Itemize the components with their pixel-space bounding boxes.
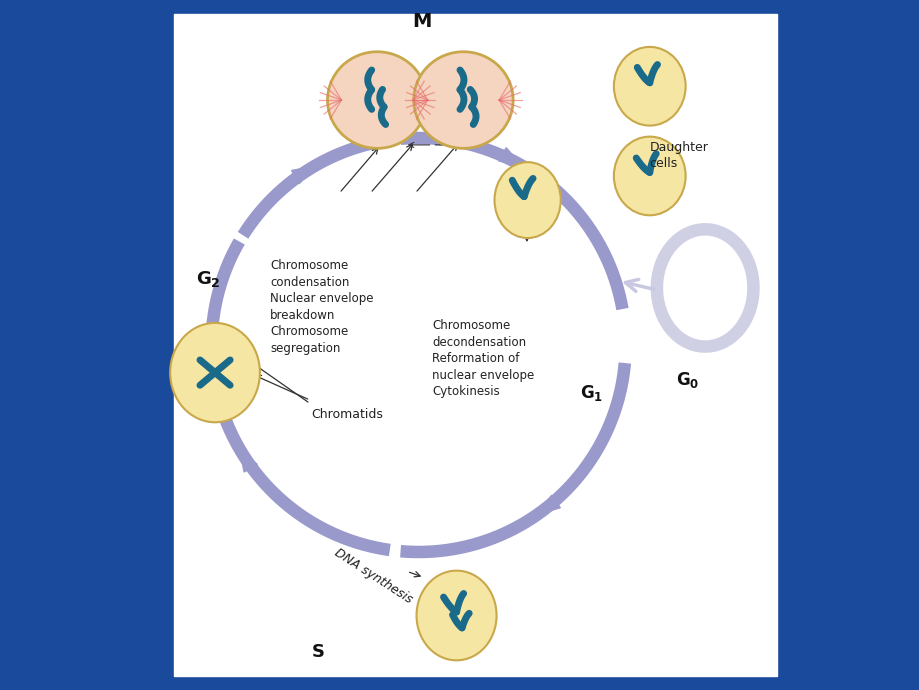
Ellipse shape [494, 162, 561, 238]
Text: $\mathbf{G_1}$: $\mathbf{G_1}$ [579, 384, 602, 403]
Polygon shape [291, 166, 314, 184]
FancyBboxPatch shape [174, 14, 777, 676]
Text: Chromosome
decondensation
Reformation of
nuclear envelope
Cytokinesis: Chromosome decondensation Reformation of… [432, 319, 534, 398]
Ellipse shape [416, 571, 496, 660]
Ellipse shape [327, 52, 426, 148]
Text: $\mathbf{G_0}$: $\mathbf{G_0}$ [675, 370, 698, 389]
Text: M: M [412, 12, 431, 31]
Polygon shape [537, 495, 560, 515]
Text: Chromatids: Chromatids [312, 408, 383, 420]
Polygon shape [239, 448, 257, 472]
Text: $\mathbf{G_2}$: $\mathbf{G_2}$ [196, 270, 221, 289]
Ellipse shape [414, 52, 513, 148]
Text: Chromosome
condensation
Nuclear envelope
breakdown
Chromosome
segregation: Chromosome condensation Nuclear envelope… [270, 259, 373, 355]
Text: Daughter
cells: Daughter cells [649, 141, 708, 170]
Text: S: S [312, 643, 324, 661]
Ellipse shape [613, 47, 685, 126]
Polygon shape [498, 148, 522, 166]
Ellipse shape [613, 137, 685, 215]
Text: DNA synthesis: DNA synthesis [332, 546, 414, 607]
Ellipse shape [170, 323, 260, 422]
